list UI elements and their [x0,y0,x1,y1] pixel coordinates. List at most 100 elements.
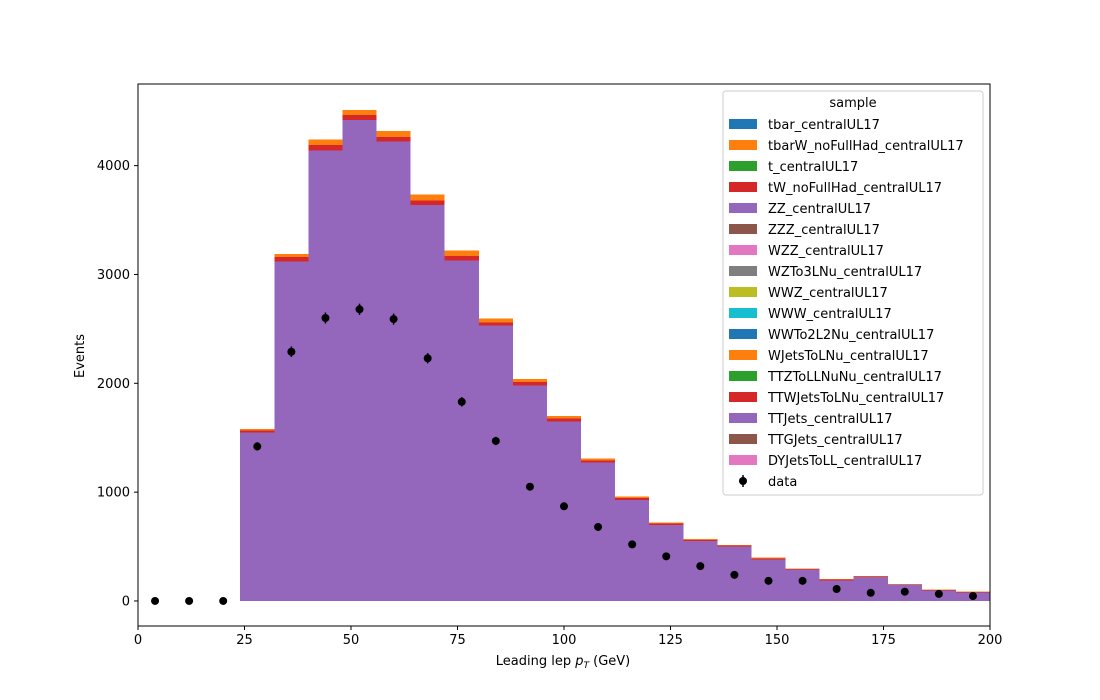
data-point-23 [934,589,943,598]
data-point-2 [219,596,228,605]
legend-label-8: WWZ_centralUL17 [768,286,888,301]
x-tick-label: 100 [552,633,577,648]
data-points [151,303,977,605]
bar-ttjets-centralul17-14 [615,499,650,601]
bar-ttwjetstolnu-centralul17-22 [887,584,922,585]
bar-ttwjetstolnu-centralul17-6 [342,115,377,120]
data-point-13 [594,522,603,531]
legend-swatch-9 [729,308,757,318]
legend-swatch-0 [729,119,757,129]
bar-wjetstolnu-centralul17-6 [342,110,377,116]
legend-label-6: WZZ_centralUL17 [768,244,884,259]
data-point-7 [389,315,398,324]
bar-wjetstolnu-centralul17-3 [240,429,275,431]
bar-wjetstolnu-centralul17-13 [581,458,616,461]
legend-label-data: data [768,475,797,490]
legend-swatch-12 [729,371,757,381]
legend-label-3: tW_noFullHad_centralUL17 [768,181,942,196]
bar-ttwjetstolnu-centralul17-7 [376,136,411,142]
bar-ttjets-centralul17-12 [546,421,582,601]
bar-wjetstolnu-centralul17-16 [683,538,718,541]
bar-wjetstolnu-centralul17-18 [751,557,786,559]
bar-wjetstolnu-centralul17-5 [308,139,343,145]
data-point-8 [423,354,432,363]
bar-wjetstolnu-centralul17-11 [512,378,547,383]
legend-label-15: TTGJets_centralUL17 [767,433,903,448]
legend-swatch-5 [729,224,757,234]
legend-label-1: tbarW_noFullHad_centralUL17 [768,139,964,154]
data-point-14 [628,540,637,549]
bar-wjetstolnu-centralul17-9 [444,250,479,256]
bar-wjetstolnu-centralul17-21 [853,575,888,577]
bar-ttjets-centralul17-7 [376,141,411,601]
legend-swatch-15 [729,434,757,444]
data-point-4 [287,347,296,356]
legend-label-4: ZZ_centralUL17 [768,202,871,217]
bar-ttwjetstolnu-centralul17-21 [853,576,888,578]
data-point-24 [968,592,977,601]
bar-ttwjetstolnu-centralul17-14 [615,498,650,500]
data-point-20 [832,584,841,593]
bar-ttwjetstolnu-centralul17-20 [819,579,854,581]
bar-wjetstolnu-centralul17-23 [921,589,956,590]
y-tick-label: 3000 [97,268,130,283]
x-axis-label-symbol: p [574,654,583,669]
bar-wjetstolnu-centralul17-10 [478,318,513,323]
bar-ttjets-centralul17-3 [240,432,275,601]
x-tick-label: 50 [343,633,360,648]
x-tick-label: 200 [978,633,1003,648]
data-point-6 [355,305,364,314]
data-point-9 [457,397,466,406]
x-tick-label: 150 [765,633,790,648]
legend-swatch-7 [729,266,757,276]
data-point-3 [253,442,262,451]
bar-wjetstolnu-centralul17-8 [410,194,445,201]
bar-ttjets-centralul17-10 [478,325,513,601]
x-axis-label-subscript: T [583,661,590,671]
x-axis-ticks: 0 25 50 75 100 125 150 175 200 [134,626,1003,648]
legend-label-7: WZTo3LNu_centralUL17 [768,265,922,280]
data-point-21 [866,588,875,597]
bar-ttjets-centralul17-9 [444,260,479,601]
y-tick-label: 2000 [97,377,130,392]
legend-swatch-13 [729,392,757,402]
bar-ttwjetstolnu-centralul17-17 [717,545,752,547]
bar-ttwjetstolnu-centralul17-8 [410,200,445,205]
legend-swatch-16 [729,455,757,465]
legend-swatch-11 [729,350,757,360]
data-point-15 [662,552,671,561]
legend-swatch-3 [729,182,757,192]
bar-wjetstolnu-centralul17-14 [615,496,650,499]
data-point-5 [321,313,330,322]
x-tick-label: 0 [134,633,142,648]
bar-wjetstolnu-centralul17-24 [955,591,990,593]
y-axis-ticks: 0 1000 2000 3000 4000 [97,159,138,609]
legend-swatch-6 [729,245,757,255]
legend-label-11: WJetsToLNu_centralUL17 [768,349,929,364]
x-tick-label: 25 [236,633,253,648]
data-point-1 [185,596,194,605]
y-tick-label: 0 [122,594,130,609]
data-point-12 [560,502,568,511]
data-point-11 [525,482,534,491]
legend-label-0: tbar_centralUL17 [768,118,880,133]
legend-box [722,90,984,496]
bar-wjetstolnu-centralul17-15 [649,522,684,524]
plot-area [240,110,990,601]
bar-ttwjetstolnu-centralul17-5 [308,144,343,151]
bar-ttjets-centralul17-4 [274,261,309,601]
bar-ttjets-centralul17-16 [683,541,718,601]
legend-label-10: WWTo2L2Nu_centralUL17 [768,328,934,343]
x-tick-label: 125 [658,633,683,648]
bar-ttwjetstolnu-centralul17-19 [785,568,820,570]
y-tick-label: 1000 [97,486,130,501]
legend-label-9: WWW_centralUL17 [768,307,892,322]
legend-label-12: TTZToLLNuNu_centralUL17 [767,370,942,385]
x-tick-label: 175 [871,633,896,648]
legend-swatch-8 [729,287,757,297]
x-axis-label-text: Leading lep [496,654,571,669]
bar-ttjets-centralul17-8 [410,204,445,601]
legend: sample tbar_centralUL17 tbarW_noFullHad_ce… [722,90,984,496]
y-tick-label: 4000 [97,159,130,174]
